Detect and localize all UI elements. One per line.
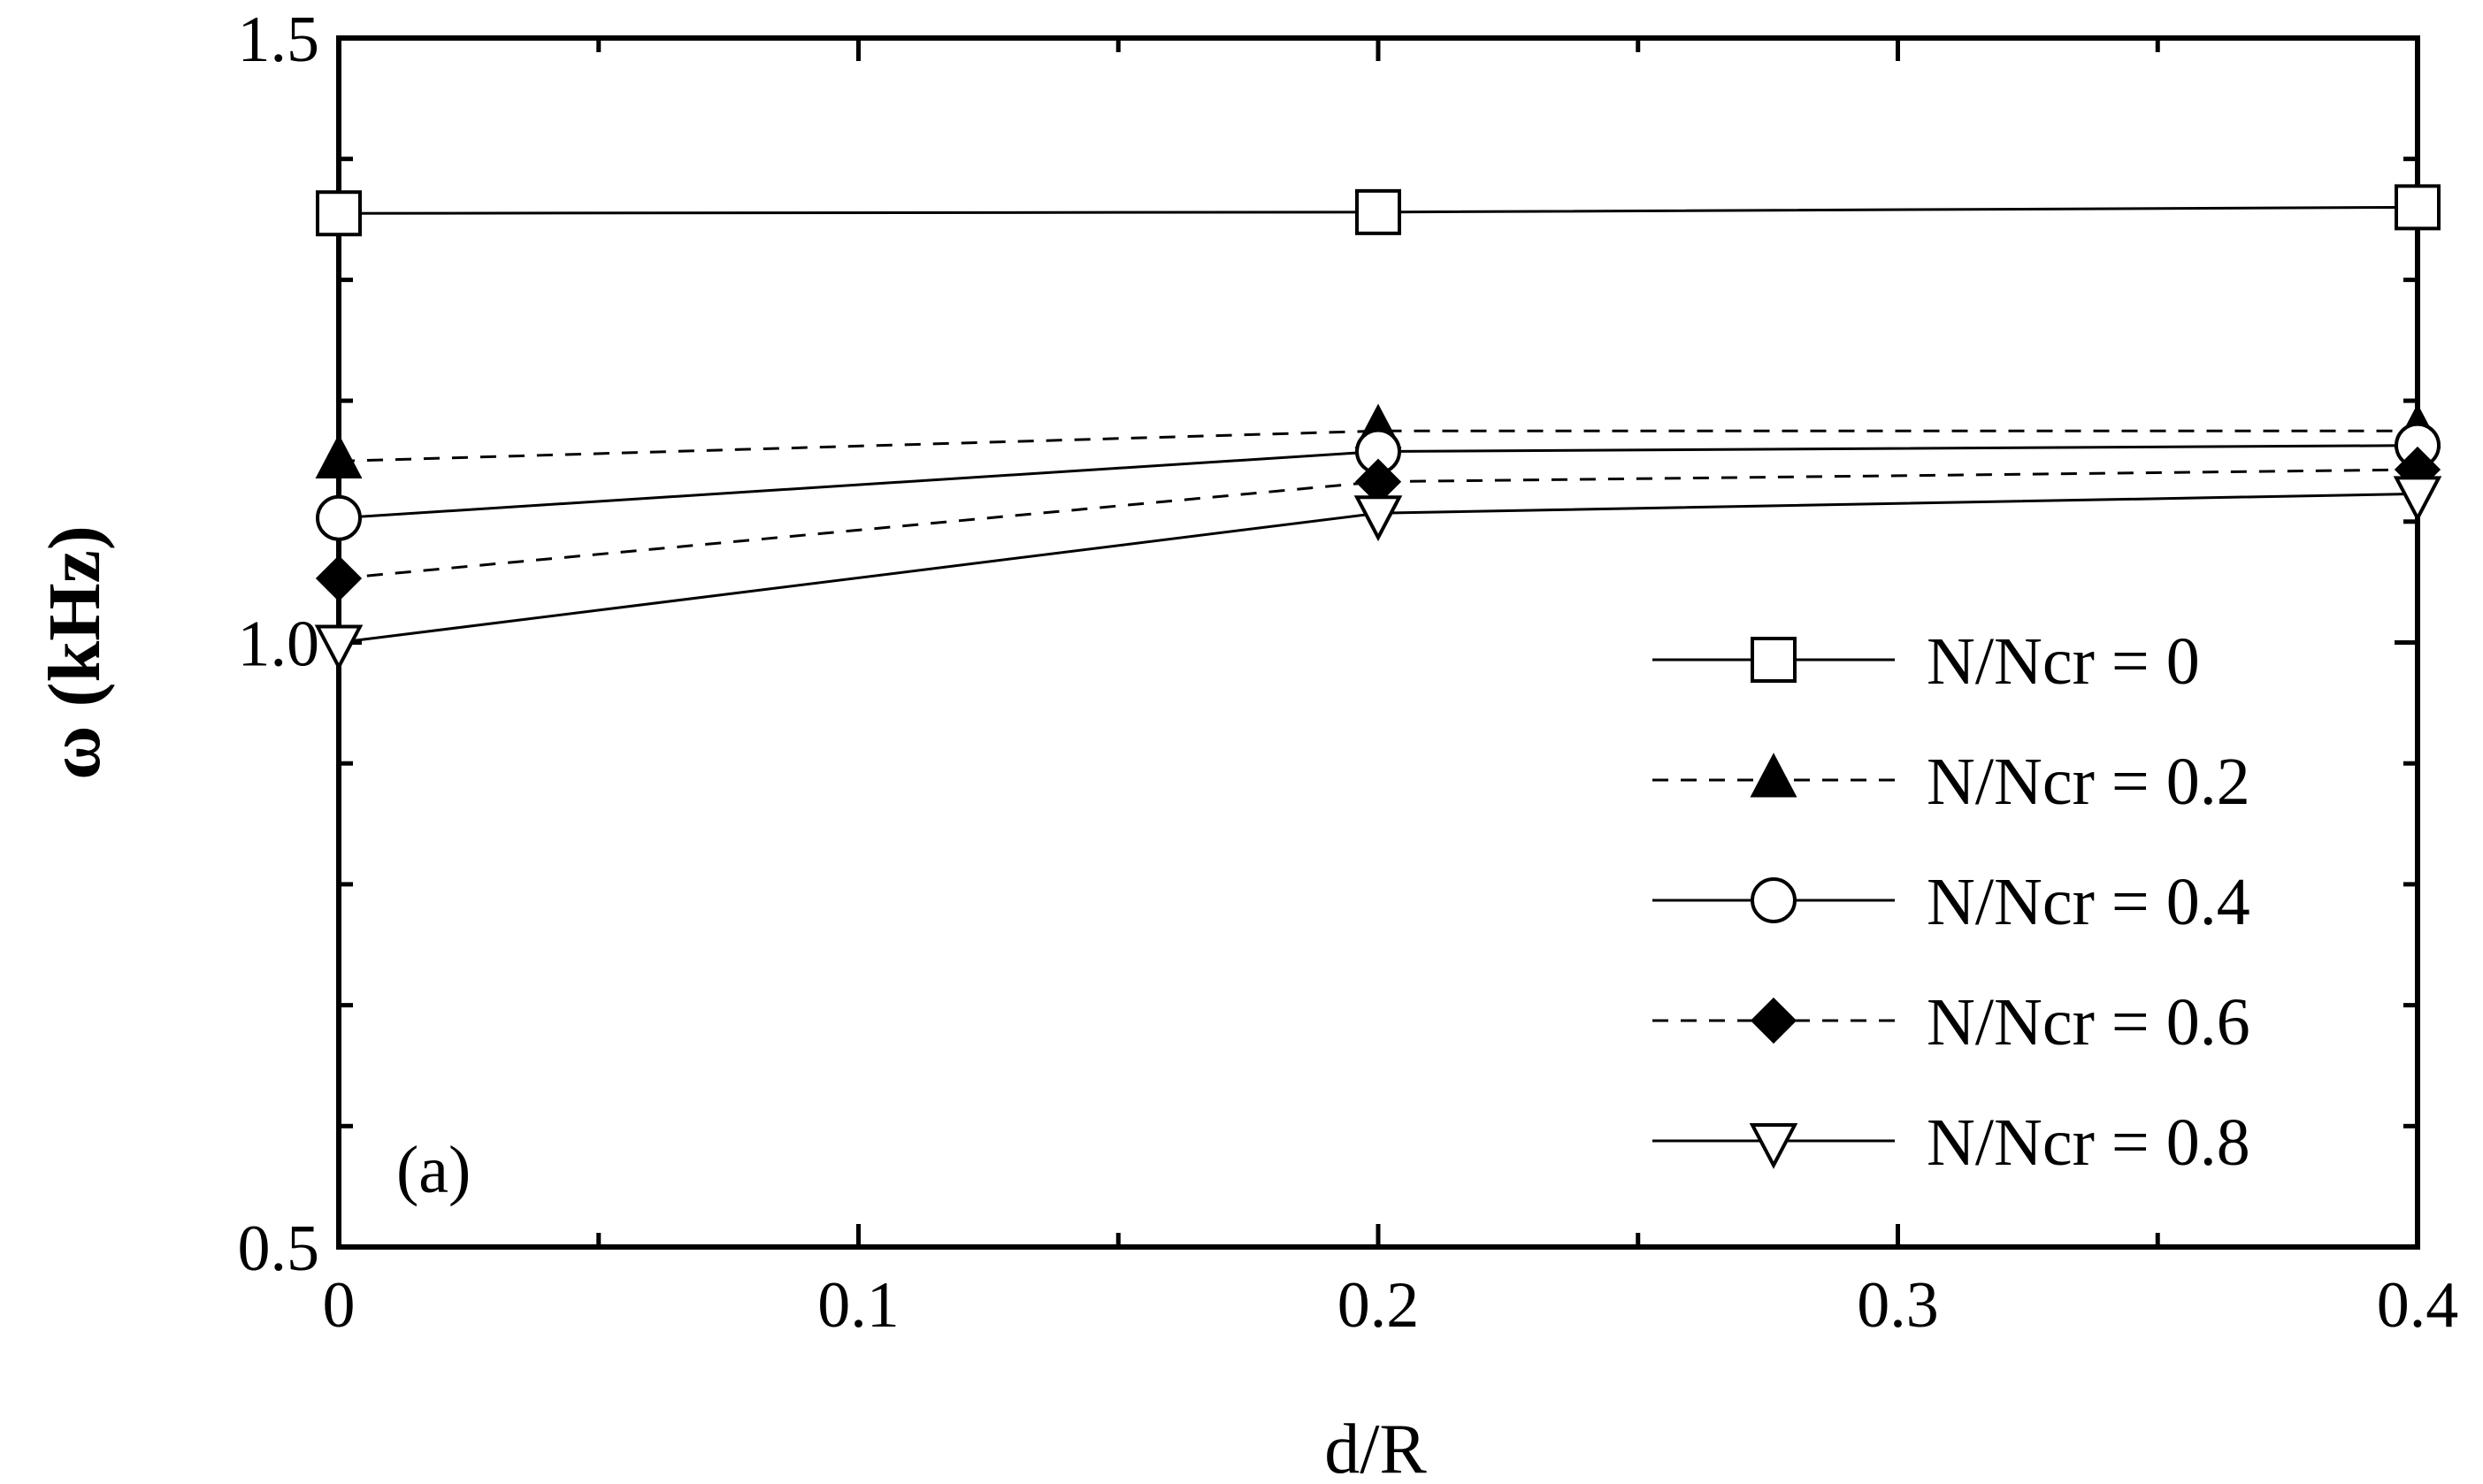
panel-label: (a)	[396, 1133, 471, 1207]
x-tick-label: 0.1	[817, 1269, 900, 1342]
series-line	[338, 468, 2418, 580]
x-tick-label: 0	[323, 1269, 356, 1342]
series-line	[338, 429, 2418, 463]
y-tick-label: 0.5	[238, 1212, 320, 1285]
data-point	[2393, 476, 2442, 523]
series-layer	[314, 184, 2442, 671]
plot-area: 0 0.1 0.2 0.3 0.4 0.5 1.0 1.5	[238, 4, 2459, 1342]
x-tick-label: 0.4	[2377, 1269, 2459, 1342]
y-tick-label: 1.5	[238, 4, 320, 76]
legend-label: N/Ncr = 0.4	[1927, 865, 2250, 939]
data-point	[315, 555, 363, 602]
series-0	[316, 184, 2441, 237]
data-point	[314, 624, 364, 671]
data-point	[1355, 188, 1401, 235]
y-tick-label: 1.0	[238, 608, 320, 681]
x-tick-label: 0.3	[1857, 1269, 1939, 1342]
y-axis-label: ω (kHz)	[34, 525, 116, 780]
data-point	[316, 190, 362, 237]
legend-label: N/Ncr = 0.6	[1927, 985, 2250, 1059]
legend-marker	[1751, 877, 1797, 923]
x-axis-label: d/R	[1324, 1411, 1427, 1484]
data-point	[1353, 495, 1403, 542]
data-point	[316, 494, 362, 541]
legend-label: N/Ncr = 0.8	[1927, 1105, 2250, 1180]
legend-marker	[1750, 753, 1797, 798]
legend-label: N/Ncr = 0	[1927, 624, 2200, 699]
series-4	[314, 476, 2442, 671]
data-point	[315, 433, 363, 478]
legend-marker	[1750, 997, 1797, 1044]
legend: N/Ncr = 0 N/Ncr = 0.2 N/Ncr = 0.4 N/Ncr = 0…	[1652, 624, 2250, 1180]
legend-label: N/Ncr = 0.2	[1927, 745, 2250, 819]
x-tick-label: 0.2	[1337, 1269, 1420, 1342]
legend-marker	[1749, 1123, 1798, 1169]
data-point	[2395, 184, 2441, 231]
series-2	[316, 422, 2441, 541]
legend-marker	[1751, 637, 1797, 683]
